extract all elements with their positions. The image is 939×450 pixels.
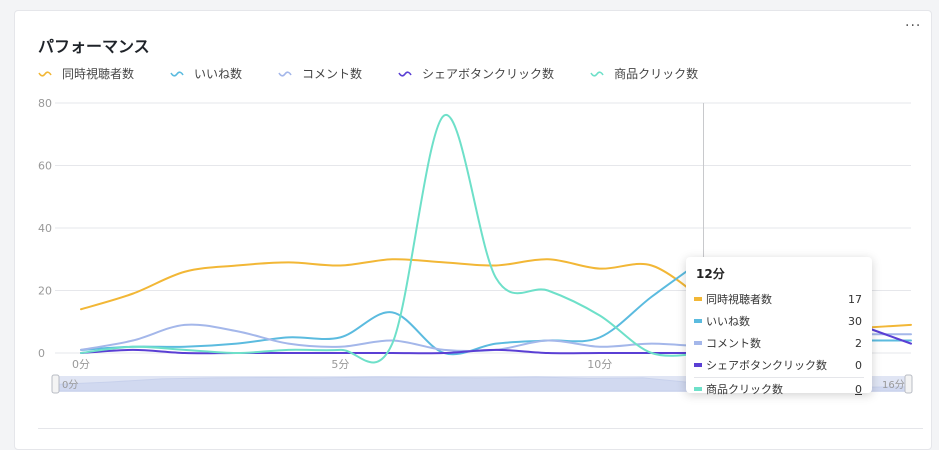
legend-wave-icon bbox=[590, 70, 604, 77]
slider-right-handle[interactable] bbox=[904, 374, 913, 394]
tooltip-value: 17 bbox=[848, 292, 862, 306]
legend-wave-path-viewers bbox=[38, 70, 52, 77]
slider-end-label: 16分 bbox=[882, 379, 905, 391]
chart-tooltip: 12分 同時視聴者数 17 いいね数 30 コメント数 2 シェアボタンクリック… bbox=[686, 257, 872, 396]
legend-wave-path-comments bbox=[278, 70, 292, 77]
tooltip-swatch bbox=[694, 387, 702, 391]
tooltip-value: 2 bbox=[855, 336, 862, 350]
series-line-0-0 bbox=[80, 258, 705, 311]
series-line-2-0 bbox=[80, 323, 705, 353]
legend-label: コメント数 bbox=[302, 67, 363, 81]
x-tick-label: 0分 bbox=[72, 358, 90, 371]
legend-item-share-clicks[interactable]: シェアボタンクリック数 bbox=[398, 65, 554, 82]
y-axis-ticks: 0 20 40 60 80 bbox=[38, 97, 52, 360]
chart-series-lines bbox=[80, 114, 912, 364]
legend-label: 商品クリック数 bbox=[614, 67, 699, 81]
y-tick-label: 80 bbox=[38, 97, 52, 110]
tooltip-title: 12分 bbox=[696, 267, 725, 281]
tooltip-value: 0 bbox=[855, 358, 862, 372]
legend-wave-path-product bbox=[590, 70, 604, 77]
x-axis-ticks: 0分 5分 10分 bbox=[72, 358, 612, 371]
tooltip-label: シェアボタンクリック数 bbox=[706, 359, 827, 372]
more-options-icon[interactable]: ··· bbox=[905, 18, 922, 34]
tooltip-row-likes: いいね数 30 bbox=[694, 310, 864, 332]
tooltip-swatch bbox=[694, 297, 702, 301]
y-tick-label: 60 bbox=[38, 160, 52, 173]
tooltip-swatch bbox=[694, 341, 702, 345]
tooltip-swatch bbox=[694, 319, 702, 323]
tooltip-label: いいね数 bbox=[706, 315, 750, 328]
tooltip-label: コメント数 bbox=[706, 337, 761, 350]
legend-label: シェアボタンクリック数 bbox=[422, 67, 555, 81]
y-tick-label: 0 bbox=[38, 347, 45, 360]
slider-start-label: 0分 bbox=[62, 379, 78, 391]
slider-left-handle[interactable] bbox=[51, 374, 60, 394]
legend-wave-icon bbox=[278, 70, 292, 77]
series-line-1-0 bbox=[80, 258, 705, 356]
legend-wave-path-likes bbox=[170, 70, 184, 77]
legend-label: 同時視聴者数 bbox=[62, 67, 135, 81]
tooltip-value: 0 bbox=[855, 382, 862, 396]
tooltip-row-share-clicks: シェアボタンクリック数 0 bbox=[694, 354, 864, 376]
legend-wave-icon bbox=[170, 70, 184, 77]
legend-wave-icon bbox=[38, 70, 52, 77]
legend-label: いいね数 bbox=[194, 67, 243, 81]
card-title: パフォーマンス bbox=[38, 37, 150, 56]
tooltip-value: 30 bbox=[848, 314, 862, 328]
x-tick-label: 5分 bbox=[331, 358, 349, 371]
series-line-3-0 bbox=[80, 348, 705, 355]
y-tick-label: 40 bbox=[38, 222, 52, 235]
tooltip-label: 同時視聴者数 bbox=[706, 293, 772, 306]
tooltip-row-comments: コメント数 2 bbox=[694, 332, 864, 354]
tooltip-row-product-clicks: 商品クリック数 0 bbox=[694, 377, 864, 400]
legend-item-viewers[interactable]: 同時視聴者数 bbox=[38, 65, 134, 82]
legend-wave-path-share bbox=[398, 70, 412, 77]
legend-item-comments[interactable]: コメント数 bbox=[278, 65, 362, 82]
legend-item-product-clicks[interactable]: 商品クリック数 bbox=[590, 65, 698, 82]
legend-item-likes[interactable]: いいね数 bbox=[170, 65, 242, 82]
tooltip-swatch bbox=[694, 363, 702, 367]
x-tick-label: 10分 bbox=[587, 358, 612, 371]
series-line-4-0 bbox=[80, 114, 705, 364]
tooltip-label: 商品クリック数 bbox=[706, 383, 783, 396]
card-divider bbox=[38, 428, 923, 429]
chart-legend: 同時視聴者数 いいね数 コメント数 シェアボタンクリック数 商品クリック数 bbox=[38, 65, 734, 82]
y-tick-label: 20 bbox=[38, 285, 52, 298]
tooltip-row-viewers: 同時視聴者数 17 bbox=[694, 288, 864, 310]
legend-wave-icon bbox=[398, 70, 412, 77]
